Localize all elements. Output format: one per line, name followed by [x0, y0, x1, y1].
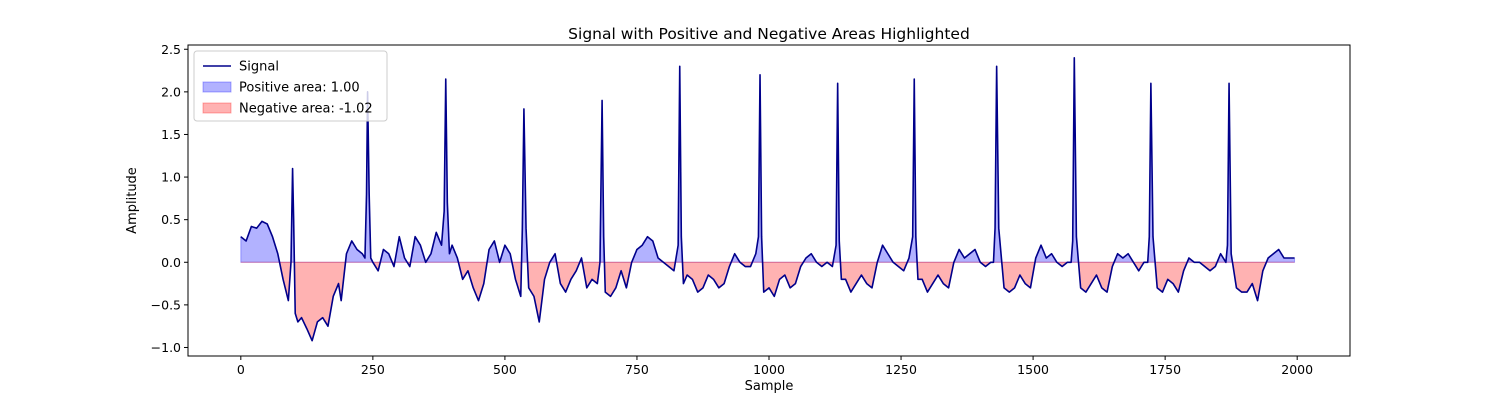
x-tick-label: 2000: [1281, 362, 1313, 377]
x-tick-label: 1750: [1149, 362, 1181, 377]
y-tick-label: 0.0: [161, 255, 181, 270]
y-tick-label: −0.5: [151, 297, 181, 312]
negative-area-fill: [240, 261, 1295, 343]
legend-swatch-area: [202, 102, 232, 114]
x-tick-label: 750: [625, 362, 649, 377]
legend-label: Positive area: 1.00: [239, 81, 360, 96]
legend: Signal Positive area: 1.00 Negative area: …: [193, 50, 388, 122]
x-tick-label: 500: [493, 362, 517, 377]
area-fills: [240, 57, 1296, 343]
chart-title: Signal with Positive and Negative Areas …: [568, 25, 970, 43]
y-axis-label: Amplitude: [125, 167, 140, 234]
x-tick-label: 1000: [753, 362, 785, 377]
legend-box: [193, 50, 388, 122]
y-axis: −1.0 −0.5 0.0 0.5 1.0 1.5 2.0 2.5: [151, 42, 188, 355]
signal-line: [240, 56, 1295, 342]
x-tick-label: 0: [237, 362, 245, 377]
x-axis-label: Sample: [745, 379, 794, 394]
y-tick-label: 1.5: [161, 127, 181, 142]
y-tick-label: 1.0: [161, 170, 181, 185]
y-tick-label: 2.5: [161, 42, 181, 57]
y-tick-label: 0.5: [161, 212, 181, 227]
x-tick-label: 250: [361, 362, 385, 377]
y-tick-label: 2.0: [161, 84, 181, 99]
x-tick-label: 1250: [885, 362, 917, 377]
x-axis: 0 250 500 750 1000 1250 1500 1750 2000: [237, 356, 1313, 377]
x-tick-label: 1500: [1017, 362, 1049, 377]
legend-label: Signal: [239, 60, 279, 75]
positive-area-fill: [240, 57, 1296, 265]
legend-label: Negative area: -1.02: [239, 102, 373, 117]
y-tick-label: −1.0: [151, 340, 181, 355]
legend-swatch-area: [202, 81, 232, 93]
